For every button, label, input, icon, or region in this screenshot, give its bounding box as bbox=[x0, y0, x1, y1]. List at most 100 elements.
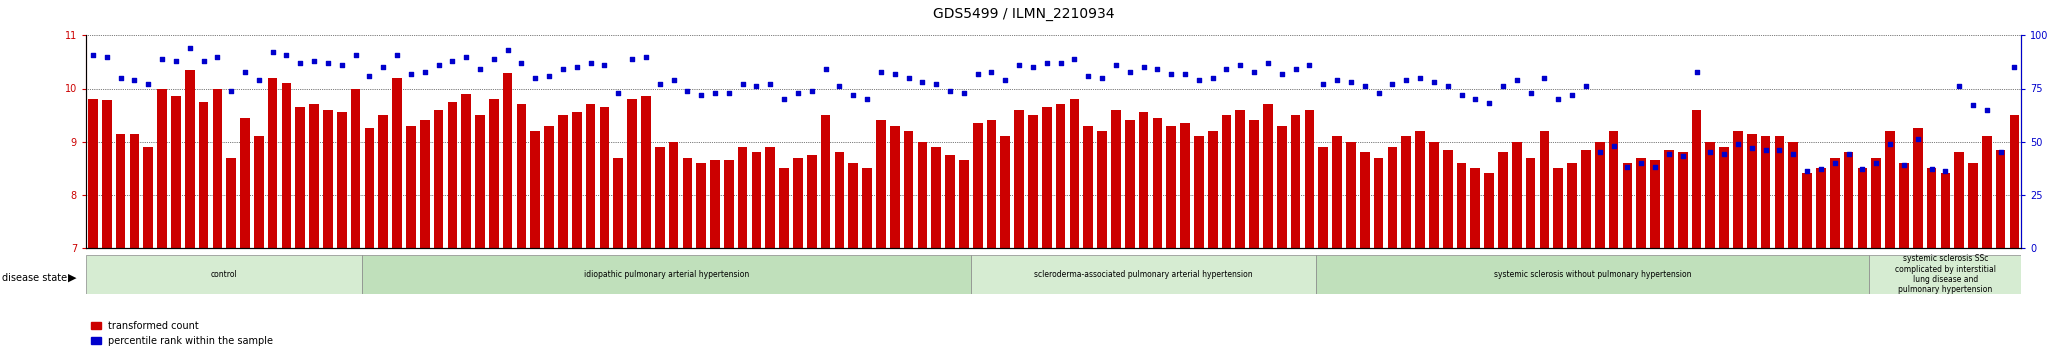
Bar bbox=[1665, 149, 1673, 354]
Bar bbox=[600, 107, 608, 354]
Legend: transformed count, percentile rank within the sample: transformed count, percentile rank withi… bbox=[90, 321, 272, 346]
Bar bbox=[1540, 131, 1548, 354]
Point bbox=[1999, 64, 2032, 70]
Point bbox=[477, 56, 510, 62]
Bar bbox=[1651, 160, 1659, 354]
Bar bbox=[1264, 104, 1272, 354]
Point bbox=[698, 90, 731, 96]
Point bbox=[1542, 96, 1575, 102]
Bar bbox=[1001, 136, 1010, 354]
Point bbox=[713, 90, 745, 96]
Bar bbox=[780, 168, 788, 354]
Bar bbox=[295, 107, 305, 354]
Point bbox=[1929, 169, 1962, 174]
Point bbox=[463, 67, 496, 72]
Point bbox=[823, 84, 856, 89]
Point bbox=[297, 58, 330, 64]
Bar bbox=[807, 155, 817, 354]
Bar bbox=[1319, 147, 1327, 354]
Point bbox=[1956, 103, 1989, 108]
Point bbox=[1266, 71, 1298, 76]
Point bbox=[1583, 149, 1616, 155]
Bar bbox=[1872, 158, 1880, 354]
Point bbox=[1044, 60, 1077, 66]
Point bbox=[1888, 162, 1921, 168]
Point bbox=[879, 71, 911, 76]
Bar bbox=[1014, 110, 1024, 354]
Bar bbox=[504, 73, 512, 354]
Bar bbox=[268, 78, 276, 354]
Point bbox=[547, 67, 580, 72]
Bar bbox=[1843, 152, 1853, 354]
Bar bbox=[1622, 163, 1632, 354]
Point bbox=[1679, 69, 1712, 74]
Bar bbox=[1167, 126, 1176, 354]
Bar bbox=[530, 131, 541, 354]
Point bbox=[1417, 79, 1450, 85]
Point bbox=[1944, 84, 1976, 89]
Text: systemic sclerosis SSc
complicated by interstitial
lung disease and
pulmonary hy: systemic sclerosis SSc complicated by in… bbox=[1894, 254, 1997, 295]
Point bbox=[1819, 160, 1851, 166]
Bar bbox=[711, 160, 719, 354]
Point bbox=[1403, 75, 1436, 81]
Point bbox=[229, 69, 262, 74]
Point bbox=[657, 77, 690, 83]
Bar bbox=[1858, 168, 1868, 354]
Point bbox=[961, 71, 993, 76]
Point bbox=[1556, 92, 1589, 98]
Bar bbox=[102, 100, 111, 354]
Point bbox=[532, 73, 565, 79]
Point bbox=[408, 69, 440, 74]
Bar bbox=[158, 88, 166, 354]
Point bbox=[90, 54, 123, 59]
Point bbox=[1432, 84, 1464, 89]
Point bbox=[1210, 67, 1243, 72]
Bar bbox=[2009, 115, 2019, 354]
Bar bbox=[1636, 158, 1647, 354]
Bar bbox=[793, 158, 803, 354]
Point bbox=[850, 96, 883, 102]
Bar bbox=[1942, 173, 1950, 354]
Point bbox=[518, 75, 551, 81]
Point bbox=[270, 52, 303, 57]
Bar bbox=[393, 78, 401, 354]
Point bbox=[838, 92, 870, 98]
Bar bbox=[1042, 107, 1051, 354]
Point bbox=[934, 88, 967, 93]
Bar bbox=[172, 96, 180, 354]
Bar bbox=[545, 126, 553, 354]
Point bbox=[1860, 160, 1892, 166]
Point bbox=[1321, 77, 1354, 83]
Bar bbox=[1692, 110, 1702, 354]
Point bbox=[1513, 90, 1546, 96]
Bar bbox=[254, 136, 264, 354]
Point bbox=[616, 56, 649, 62]
Point bbox=[1292, 62, 1325, 68]
Point bbox=[436, 58, 469, 64]
Point bbox=[451, 54, 483, 59]
Bar bbox=[877, 120, 885, 354]
Bar bbox=[1456, 163, 1466, 354]
Bar bbox=[1153, 118, 1161, 354]
Bar bbox=[903, 131, 913, 354]
Point bbox=[1597, 143, 1630, 149]
Point bbox=[1624, 160, 1657, 166]
Bar bbox=[1677, 152, 1688, 354]
Point bbox=[1694, 149, 1726, 155]
Bar bbox=[1430, 142, 1438, 354]
Bar bbox=[143, 147, 154, 354]
Point bbox=[1016, 64, 1049, 70]
Bar bbox=[1180, 123, 1190, 354]
Bar bbox=[350, 88, 360, 354]
Bar bbox=[86, 255, 362, 294]
Point bbox=[1985, 149, 2017, 155]
Point bbox=[1901, 137, 1933, 142]
Bar bbox=[1223, 115, 1231, 354]
Point bbox=[754, 81, 786, 87]
Point bbox=[768, 96, 801, 102]
Point bbox=[1735, 145, 1767, 151]
Point bbox=[422, 62, 455, 68]
Point bbox=[588, 62, 621, 68]
Point bbox=[1182, 77, 1214, 83]
Point bbox=[311, 60, 344, 66]
